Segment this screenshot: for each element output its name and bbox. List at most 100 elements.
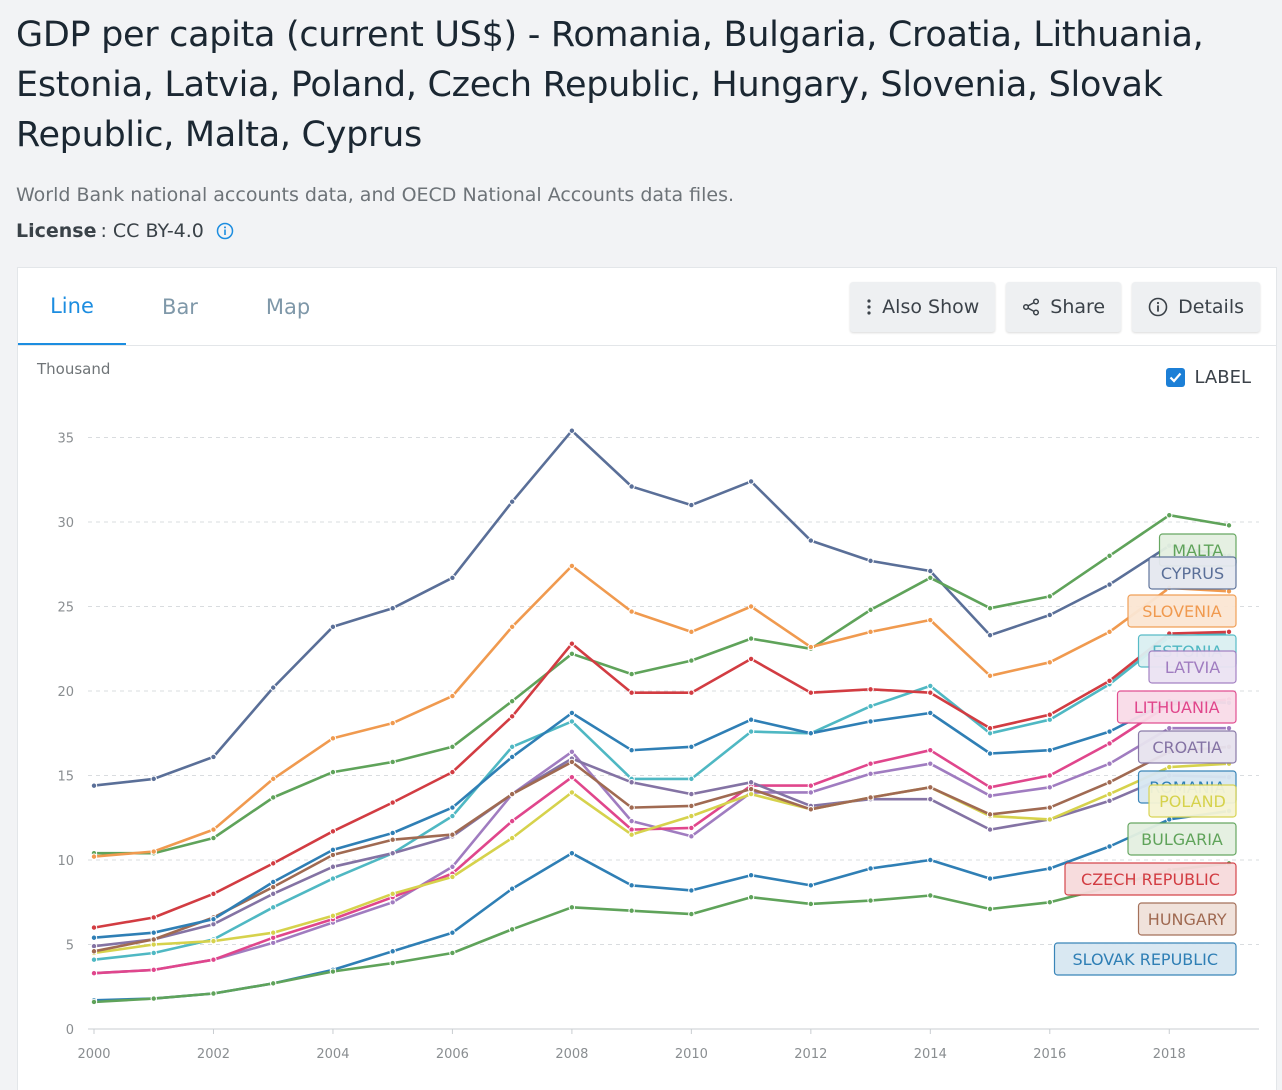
data-point xyxy=(150,966,157,974)
data-point xyxy=(329,912,337,919)
label-toggle[interactable]: LABEL xyxy=(1166,367,1251,388)
y-tick-label: 25 xyxy=(57,601,74,616)
data-point xyxy=(1225,628,1233,636)
also-show-label: Also Show xyxy=(882,296,980,318)
data-point xyxy=(508,498,516,505)
data-point xyxy=(807,730,815,737)
data-point xyxy=(628,689,635,696)
data-point xyxy=(807,789,815,796)
data-point xyxy=(270,890,277,897)
data-point xyxy=(1225,522,1233,529)
y-tick-label: 30 xyxy=(57,516,74,531)
data-point xyxy=(449,743,456,750)
x-tick-label: 2000 xyxy=(77,1047,110,1062)
data-point xyxy=(628,817,635,825)
tab-line[interactable]: Line xyxy=(18,268,126,345)
data-point xyxy=(389,890,396,897)
data-point xyxy=(628,907,635,914)
data-point xyxy=(1046,659,1053,666)
end-label-text: HUNGARY xyxy=(1148,910,1227,929)
data-point xyxy=(329,735,337,742)
end-label-text: CROATIA xyxy=(1152,738,1222,757)
data-point xyxy=(747,603,755,610)
label-toggle-text: LABEL xyxy=(1194,367,1251,388)
data-point xyxy=(867,770,874,778)
data-point xyxy=(210,915,217,923)
data-point xyxy=(90,924,98,931)
data-point xyxy=(1046,611,1053,619)
end-label-text: POLAND xyxy=(1159,792,1226,811)
data-point xyxy=(986,672,994,679)
data-point xyxy=(508,817,516,825)
data-point xyxy=(389,719,396,727)
data-point xyxy=(807,782,815,789)
data-point xyxy=(150,929,157,936)
data-point xyxy=(449,873,456,881)
data-point xyxy=(449,863,456,870)
data-point xyxy=(927,784,934,791)
data-point xyxy=(210,826,217,833)
data-point xyxy=(927,567,934,575)
end-label-box xyxy=(1137,902,1237,936)
data-point xyxy=(628,483,635,490)
data-point xyxy=(688,812,695,820)
data-point xyxy=(389,758,396,766)
data-point xyxy=(1046,816,1053,823)
data-point xyxy=(867,794,874,801)
details-button[interactable]: Details xyxy=(1132,282,1260,332)
data-point xyxy=(927,689,934,696)
label-checkbox[interactable] xyxy=(1166,368,1186,387)
data-point xyxy=(1046,899,1053,906)
data-point xyxy=(449,949,456,957)
end-label-box xyxy=(1127,822,1237,856)
series-line xyxy=(93,726,1229,975)
also-show-button[interactable]: Also Show xyxy=(850,282,996,332)
info-circle-icon[interactable] xyxy=(216,222,234,240)
data-point xyxy=(568,650,576,658)
data-point xyxy=(688,743,695,750)
data-point xyxy=(270,684,277,691)
data-point xyxy=(568,709,576,717)
data-point xyxy=(389,829,396,837)
data-point xyxy=(1046,746,1053,754)
data-point xyxy=(1106,552,1113,559)
share-button[interactable]: Share xyxy=(1006,282,1122,332)
end-label-box xyxy=(1116,690,1237,724)
data-point xyxy=(807,643,815,651)
data-point xyxy=(867,718,874,725)
data-point xyxy=(508,834,516,842)
y-tick-label: 15 xyxy=(57,770,74,785)
chart-card: Line Bar Map Also Show Share Details Tho… xyxy=(17,267,1277,1090)
series-line xyxy=(94,513,1230,855)
data-point xyxy=(747,728,755,735)
data-point xyxy=(329,968,337,975)
x-tick-label: 2018 xyxy=(1153,1047,1186,1062)
data-point xyxy=(688,501,695,509)
data-point xyxy=(1166,724,1173,732)
end-label-box xyxy=(1148,650,1237,684)
data-point xyxy=(1106,779,1113,786)
data-point xyxy=(688,833,695,840)
data-point xyxy=(747,893,755,901)
vertical-dots-icon xyxy=(867,299,871,315)
data-point xyxy=(270,929,277,936)
x-tick-label: 2010 xyxy=(675,1047,708,1062)
data-point xyxy=(90,853,98,860)
x-tick-label: 2004 xyxy=(316,1047,349,1062)
data-point xyxy=(688,887,695,894)
series-line xyxy=(93,564,1230,858)
data-point xyxy=(867,897,874,904)
tab-bar[interactable]: Bar xyxy=(162,294,198,319)
data-point xyxy=(1106,843,1113,850)
data-point xyxy=(747,872,755,879)
data-point xyxy=(1166,763,1173,771)
data-point xyxy=(986,632,994,639)
data-point xyxy=(449,574,456,581)
data-point xyxy=(389,836,396,843)
data-point xyxy=(1166,512,1173,519)
end-label-text: LITHUANIA xyxy=(1134,698,1220,717)
tab-map[interactable]: Map xyxy=(265,294,311,319)
data-point xyxy=(1046,865,1053,872)
data-point xyxy=(270,860,277,867)
data-point xyxy=(986,724,994,732)
